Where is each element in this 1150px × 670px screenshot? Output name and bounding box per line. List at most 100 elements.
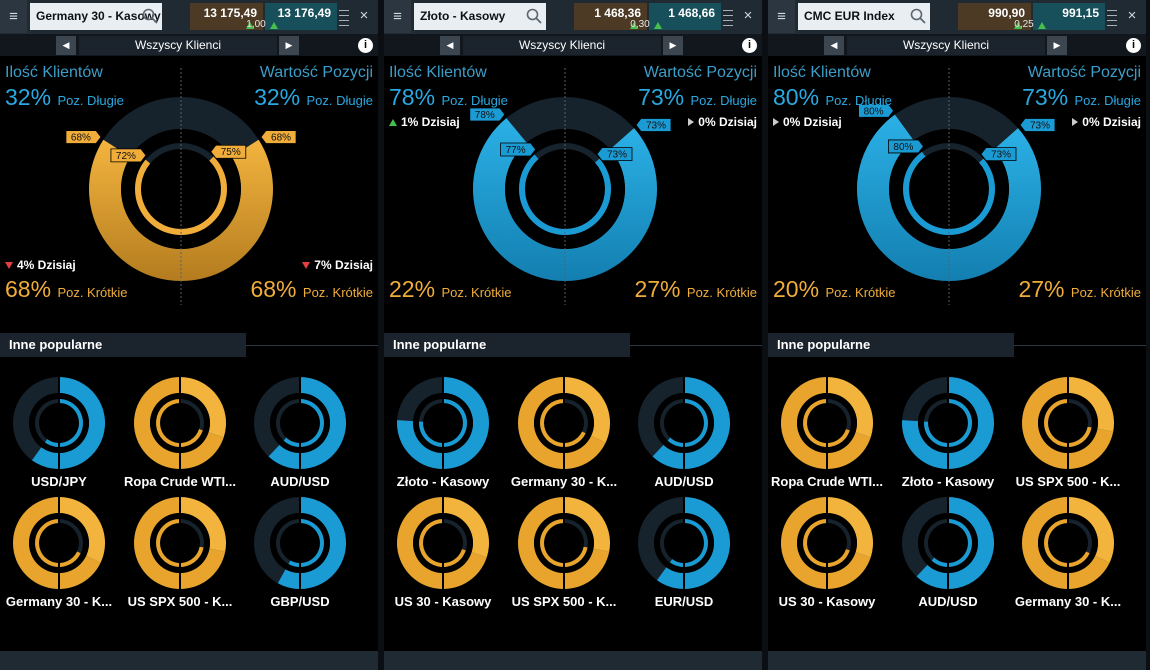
menu-icon[interactable]: ≡ [768, 0, 795, 33]
info-icon[interactable]: i [742, 38, 757, 53]
mini-long-segment [31, 377, 106, 469]
popular-instrument-label[interactable]: US SPX 500 - K... [511, 594, 617, 609]
mini-sentiment-donut[interactable] [1020, 495, 1116, 591]
instrument-selector[interactable]: Złoto - Kasowy [414, 3, 546, 30]
mini-long-segment [652, 377, 730, 469]
mini-inner-segment [283, 399, 324, 447]
inner-left-tag-text: 80% [893, 142, 913, 153]
outer-left-segment [857, 114, 949, 281]
mini-sentiment-donut[interactable] [132, 495, 228, 591]
drag-handle-icon[interactable] [339, 6, 349, 28]
inner-right-segment [949, 158, 995, 235]
mini-sentiment-donut[interactable] [516, 375, 612, 471]
popular-instrument-label[interactable]: Ropa Crude WTI... [124, 474, 236, 489]
search-icon[interactable] [526, 8, 542, 24]
mini-sentiment-donut[interactable] [252, 375, 348, 471]
clients-today-change: 4% Dzisiaj [5, 258, 76, 272]
mini-short-segment [518, 497, 610, 589]
value-short: 27% Poz. Krótkie [634, 276, 757, 303]
mini-sentiment-donut[interactable] [1020, 375, 1116, 471]
inner-right-tag: 73% [596, 147, 633, 162]
mini-sentiment-donut[interactable] [779, 375, 875, 471]
previous-filter-button[interactable]: ◀ [56, 36, 76, 55]
mini-inner-segment [44, 399, 83, 447]
value-title: Wartość Pozycji [1027, 64, 1141, 81]
next-filter-button[interactable]: ▶ [1047, 36, 1067, 55]
previous-filter-button[interactable]: ◀ [824, 36, 844, 55]
mini-sentiment-donut[interactable] [516, 495, 612, 591]
value-long: 73% Poz. Długie [1022, 84, 1141, 111]
close-icon[interactable]: × [1127, 7, 1137, 24]
close-icon[interactable]: × [743, 7, 753, 24]
popular-instrument-label[interactable]: AUD/USD [654, 474, 714, 489]
outer-left-segment [88, 139, 181, 281]
inner-right-segment [181, 156, 228, 235]
price-up-icon [1038, 22, 1046, 29]
price-up-icon [270, 22, 278, 29]
popular-instrument-label[interactable]: Germany 30 - K... [1014, 594, 1122, 609]
outer-right-segment [949, 128, 1041, 281]
panel-footer [384, 651, 762, 670]
section-divider [1014, 345, 1146, 346]
previous-filter-button[interactable]: ◀ [440, 36, 460, 55]
long-label: Poz. Długie [306, 93, 373, 108]
info-icon[interactable]: i [1126, 38, 1141, 53]
drag-handle-icon[interactable] [723, 6, 733, 28]
buy-price-button[interactable]: 1 468,66 [649, 3, 721, 30]
panel-header: ≡ CMC EUR Index 990,90 991,15 0,25 × [768, 0, 1146, 33]
mini-sentiment-donut[interactable] [395, 495, 491, 591]
popular-instrument-label[interactable]: EUR/USD [654, 594, 714, 609]
mini-sentiment-donut[interactable] [252, 495, 348, 591]
mini-inner-segment [667, 399, 708, 447]
next-filter-button[interactable]: ▶ [279, 36, 299, 55]
popular-instrument-label[interactable]: Germany 30 - K... [5, 594, 113, 609]
popular-instrument-label[interactable]: Złoto - Kasowy [396, 474, 490, 489]
clients-long: 80% Poz. Długie [773, 84, 892, 111]
price-up-icon [654, 22, 662, 29]
popular-instrument-label[interactable]: US 30 - Kasowy [394, 594, 492, 609]
value-short-pct: 68% [250, 276, 297, 302]
search-icon[interactable] [142, 8, 158, 24]
clients-title: Ilość Klientów [389, 64, 487, 81]
popular-instrument-label[interactable]: AUD/USD [918, 594, 978, 609]
outer-right-segment [565, 128, 658, 281]
menu-icon[interactable]: ≡ [384, 0, 411, 33]
popular-instrument-label[interactable]: Złoto - Kasowy [901, 474, 995, 489]
mini-sentiment-donut[interactable] [11, 495, 107, 591]
mini-sentiment-donut[interactable] [779, 495, 875, 591]
popular-instrument-label[interactable]: US SPX 500 - K... [1015, 474, 1121, 489]
outer-left-tag-text: 80% [864, 106, 884, 117]
instrument-name: CMC EUR Index [804, 9, 895, 23]
instrument-selector[interactable]: CMC EUR Index [798, 3, 930, 30]
info-icon[interactable]: i [358, 38, 373, 53]
mini-sentiment-donut[interactable] [395, 375, 491, 471]
popular-instrument-label[interactable]: GBP/USD [270, 594, 330, 609]
clients-long: 32% Poz. Długie [5, 84, 124, 111]
up-arrow-icon [389, 119, 397, 126]
mini-sentiment-donut[interactable] [900, 495, 996, 591]
mini-sentiment-donut[interactable] [11, 375, 107, 471]
outer-right-tag-text: 68% [271, 133, 291, 144]
drag-handle-icon[interactable] [1107, 6, 1117, 28]
mini-sentiment-donut[interactable] [636, 495, 732, 591]
popular-instrument-label[interactable]: AUD/USD [270, 474, 330, 489]
popular-instrument-label[interactable]: Ropa Crude WTI... [771, 474, 883, 489]
popular-header: Inne popularne [768, 333, 1014, 357]
popular-instrument-label[interactable]: Germany 30 - K... [510, 474, 618, 489]
mini-sentiment-donut[interactable] [132, 375, 228, 471]
value-today-change-text: 0% Dzisiaj [698, 115, 757, 129]
next-filter-button[interactable]: ▶ [663, 36, 683, 55]
spread-up-icon [630, 22, 638, 29]
clients-short-pct: 68% [5, 276, 52, 302]
instrument-selector[interactable]: Germany 30 - Kasowy [30, 3, 162, 30]
search-icon[interactable] [910, 8, 926, 24]
long-label: Poz. Długie [441, 93, 508, 108]
popular-header: Inne popularne [384, 333, 630, 357]
popular-instrument-label[interactable]: US SPX 500 - K... [127, 594, 233, 609]
mini-sentiment-donut[interactable] [636, 375, 732, 471]
close-icon[interactable]: × [359, 7, 369, 24]
mini-sentiment-donut[interactable] [900, 375, 996, 471]
popular-instrument-label[interactable]: US 30 - Kasowy [778, 594, 876, 609]
popular-instrument-label[interactable]: USD/JPY [31, 474, 87, 489]
menu-icon[interactable]: ≡ [0, 0, 27, 33]
